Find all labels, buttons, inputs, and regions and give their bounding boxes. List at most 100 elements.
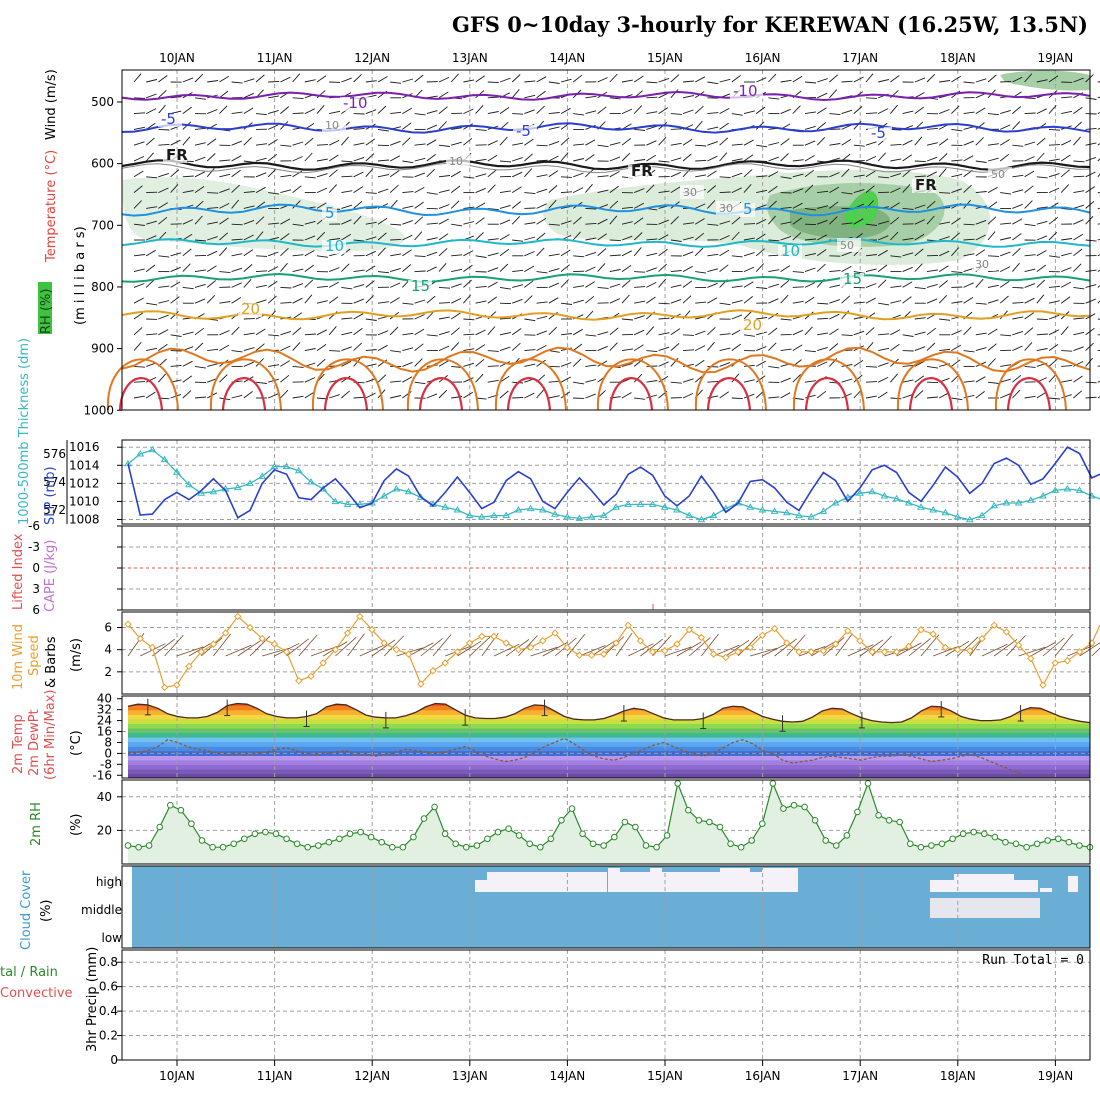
upper-barb: [499, 361, 511, 367]
upper-barb: [438, 121, 447, 130]
thickness-point: [368, 499, 376, 506]
upper-barb: [914, 375, 925, 383]
upper-barb: [1073, 106, 1083, 114]
upper-barb: [463, 137, 473, 146]
contour-label-bg: [840, 273, 864, 287]
upper-barb: [146, 333, 158, 336]
upper-barb: [560, 391, 571, 399]
contour-label-bg: [513, 125, 537, 139]
upper-barb: [951, 301, 963, 304]
contour-label-bg: [408, 280, 432, 294]
wind-speed-point: [282, 648, 291, 656]
upper-barb: [670, 128, 682, 130]
upper-barb: [939, 236, 950, 241]
upper-barb: [572, 343, 583, 351]
upper-barb: [365, 377, 377, 383]
upper-barb: [316, 329, 328, 336]
upper-barb: [560, 176, 573, 178]
upper-barb: [316, 158, 328, 162]
upper-barb: [743, 266, 755, 273]
thickness-point: [148, 445, 157, 453]
cloud-block-middle: [930, 898, 1000, 918]
upper-barb: [597, 248, 607, 257]
upper-barb: [780, 377, 791, 383]
wind-barb: [371, 639, 396, 657]
upper-barb: [1085, 284, 1097, 288]
upper-barb: [377, 374, 387, 383]
upper-barb: [951, 188, 962, 194]
upper-barb: [682, 109, 694, 115]
upper-barb: [926, 396, 939, 399]
upper-barb: [926, 298, 938, 304]
upper-barb: [792, 159, 804, 162]
upper-barb: [890, 300, 902, 304]
upper-barb: [414, 113, 426, 116]
upper-barb: [341, 317, 353, 320]
upper-barb: [585, 222, 597, 225]
upper-barb: [768, 200, 777, 209]
upper-barb: [670, 142, 682, 146]
upper-barb: [743, 252, 755, 257]
upper-barb: [841, 393, 852, 399]
upper-barb: [353, 298, 364, 304]
upper-barb: [951, 271, 963, 274]
upper-barb: [963, 223, 975, 226]
upper-barb: [438, 76, 450, 83]
contour-label-bg: [716, 201, 740, 215]
upper-barb: [1073, 190, 1085, 194]
wind-speed-point: [392, 645, 401, 654]
thickness-point: [185, 480, 193, 488]
upper-barb: [536, 345, 547, 351]
upper-barb: [329, 350, 341, 352]
upper-barb: [511, 215, 521, 225]
thickness-point: [880, 492, 889, 499]
temp-tick-label: 32: [97, 703, 112, 717]
thickness-point: [209, 487, 218, 495]
thickness-point: [404, 487, 413, 495]
upper-barb: [451, 254, 463, 257]
upper-barb: [707, 200, 716, 209]
upper-barb: [573, 158, 585, 162]
upper-barb: [389, 184, 399, 193]
wind-speed-point: [905, 642, 913, 651]
rh-point: [304, 843, 312, 851]
upper-barb: [426, 192, 438, 195]
upper-barb: [255, 381, 267, 384]
upper-barb: [194, 200, 204, 209]
thickness-point: [624, 500, 633, 507]
upper-barb: [292, 268, 304, 273]
upper-barb: [694, 76, 706, 83]
upper-barb: [268, 109, 279, 115]
upper-barb: [914, 263, 923, 272]
upper-barb: [670, 298, 682, 304]
upper-barb: [743, 334, 755, 337]
thickness-point: [246, 479, 254, 486]
upper-barb: [304, 220, 316, 225]
wind-axis-labels: 10m Wind Speed & Barbs (m/s): [11, 624, 84, 690]
upper-barb: [1000, 222, 1012, 225]
date-label-top: 18JAN: [940, 51, 976, 65]
upper-barb: [207, 236, 218, 241]
upper-barb: [548, 170, 559, 178]
upper-barb: [914, 331, 926, 336]
upper-barb: [731, 299, 743, 304]
upper-barb: [804, 267, 816, 273]
upper-barb: [475, 358, 485, 367]
upper-barb: [585, 393, 596, 399]
upper-barb: [951, 159, 963, 162]
upper-barb: [963, 81, 975, 84]
thickness-point: [941, 508, 950, 516]
upper-barb: [1097, 285, 1100, 288]
upper-barb: [719, 249, 730, 257]
upper-barb: [743, 184, 752, 193]
upper-barb: [719, 391, 729, 399]
rh-point: [251, 830, 259, 838]
upper-barb: [463, 377, 474, 383]
upper-barb: [145, 249, 156, 257]
upper-barb: [194, 396, 207, 399]
upper-barb: [829, 313, 840, 320]
upper-barb: [841, 266, 852, 272]
upper-barb: [609, 239, 621, 242]
